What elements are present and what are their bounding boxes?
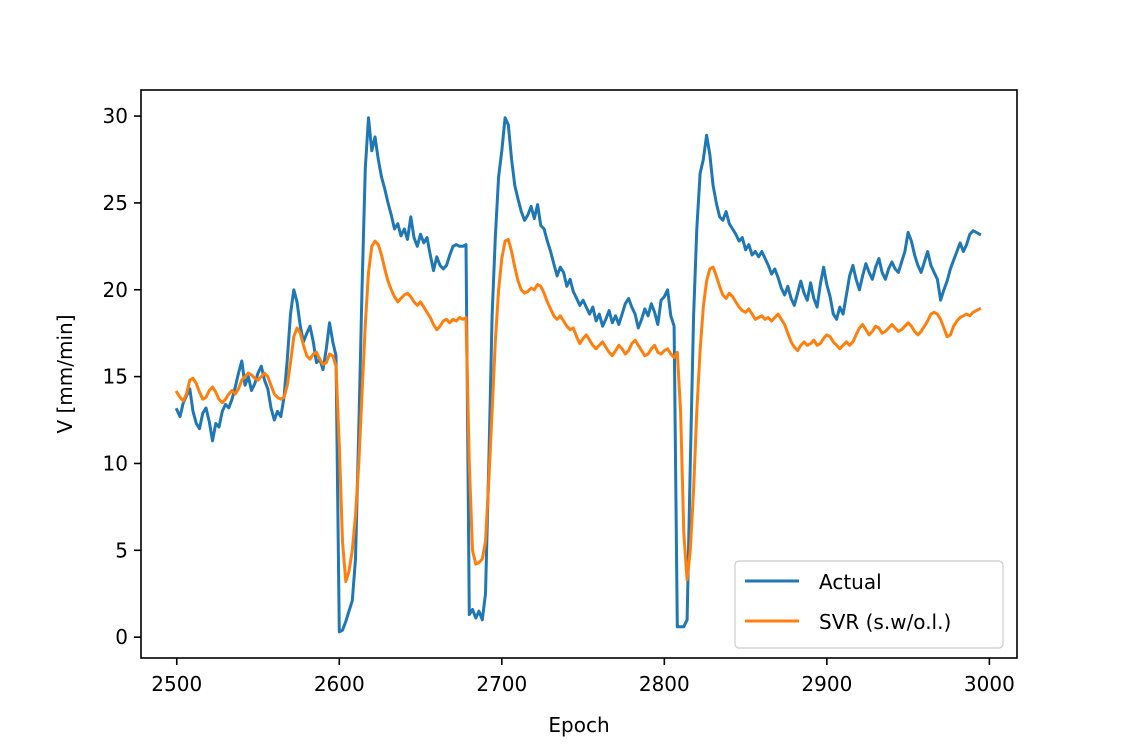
y-tick-label: 25 bbox=[103, 191, 128, 215]
legend-label-svr: SVR (s.w/o.l.) bbox=[819, 610, 951, 634]
x-tick-label: 2700 bbox=[476, 672, 527, 696]
x-tick-label: 2600 bbox=[314, 672, 365, 696]
plot-lines bbox=[174, 116, 982, 634]
legend: Actual SVR (s.w/o.l.) bbox=[734, 560, 1004, 649]
x-tick-label: 2800 bbox=[639, 672, 690, 696]
y-tick-label: 5 bbox=[115, 538, 128, 562]
y-tick-label: 15 bbox=[103, 365, 128, 389]
x-axis-title: Epoch bbox=[548, 713, 609, 737]
y-tick-label: 0 bbox=[115, 625, 128, 649]
y-tick-label: 30 bbox=[103, 104, 128, 128]
legend-label-actual: Actual bbox=[819, 570, 882, 594]
y-axis-title: V [mm/min] bbox=[53, 314, 77, 433]
legend-box bbox=[734, 560, 1004, 649]
plot-frame bbox=[140, 89, 1018, 659]
y-axis-ticks: 0 5 10 15 20 25 30 bbox=[103, 104, 141, 649]
y-tick-label: 10 bbox=[103, 451, 128, 475]
x-tick-label: 3000 bbox=[964, 672, 1015, 696]
y-tick-label: 20 bbox=[103, 278, 128, 302]
x-tick-label: 2500 bbox=[151, 672, 202, 696]
x-axis-ticks: 2500 2600 2700 2800 2900 3000 bbox=[151, 658, 1015, 696]
series-line-0 bbox=[174, 116, 982, 634]
series-line-1 bbox=[174, 237, 982, 584]
x-tick-label: 2900 bbox=[801, 672, 852, 696]
